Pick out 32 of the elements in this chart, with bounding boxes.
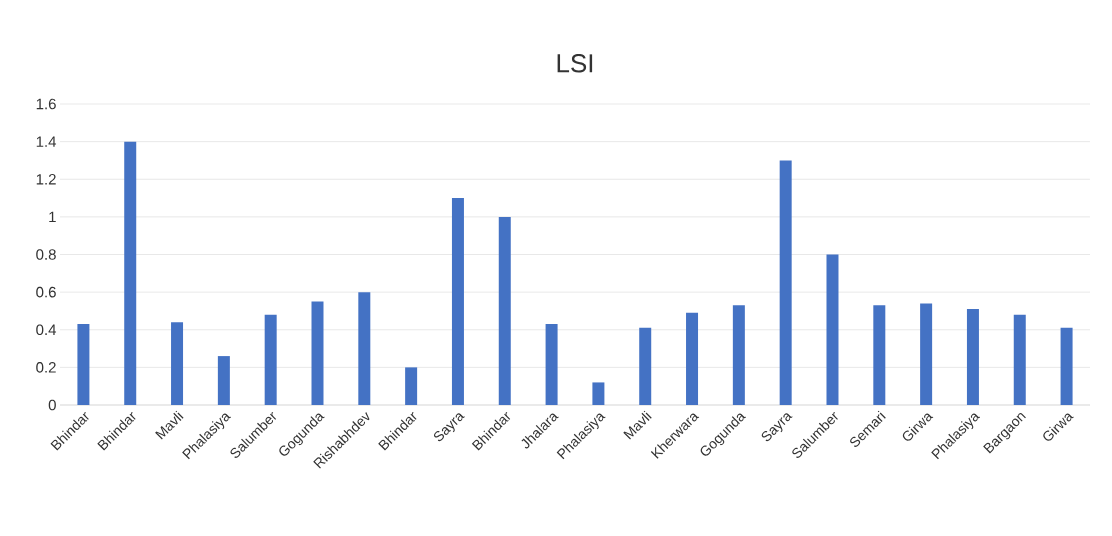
bar <box>920 303 933 405</box>
bar <box>686 312 699 405</box>
y-tick-label: 1.2 <box>36 174 56 185</box>
y-tick-label: 0.4 <box>36 324 57 336</box>
bar <box>451 198 464 405</box>
bar <box>826 254 839 405</box>
bar <box>124 141 137 405</box>
bar <box>1013 314 1026 405</box>
bar <box>171 322 184 405</box>
bar <box>545 324 558 405</box>
y-tick-label: 1.6 <box>36 98 56 110</box>
y-tick-label: 0.6 <box>36 286 56 298</box>
y-tick-label: 1.4 <box>36 136 57 147</box>
bar <box>498 216 511 405</box>
y-tick-label: 0.2 <box>36 362 56 373</box>
bar <box>592 382 605 405</box>
bar <box>1060 327 1073 405</box>
bar <box>217 356 230 405</box>
y-tick-label: 1 <box>49 211 56 223</box>
bar <box>732 305 745 405</box>
bar <box>405 367 418 405</box>
y-tick-label: 0 <box>48 399 56 411</box>
bar <box>358 292 371 405</box>
bar <box>873 305 886 405</box>
bar <box>77 324 90 405</box>
bar <box>639 327 652 405</box>
bar <box>311 301 324 405</box>
chart-title: LSI <box>557 54 593 73</box>
bar <box>264 314 277 405</box>
y-tick-label: 0.8 <box>36 249 56 260</box>
bar <box>779 160 792 405</box>
bar <box>966 309 979 405</box>
